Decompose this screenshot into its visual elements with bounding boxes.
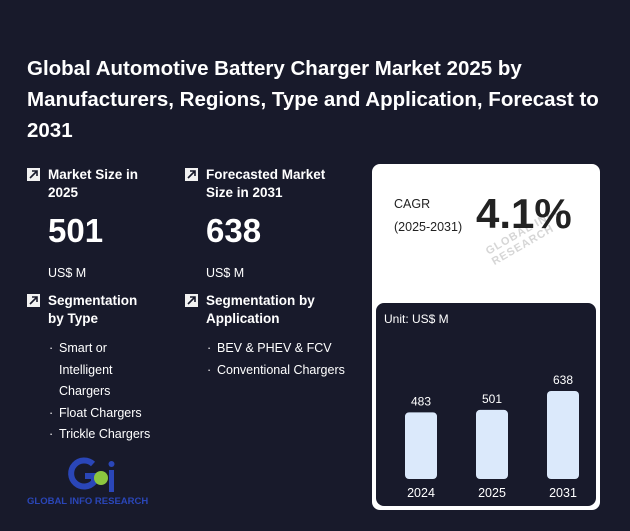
forecast-size-stat: Forecasted Market Size in 2031 638 US$ M — [185, 166, 355, 280]
segmentation-application-label: Segmentation by Application — [206, 293, 315, 326]
list-item: Float Chargers — [49, 403, 177, 425]
market-size-stat: Market Size in 2025 501 US$ M — [27, 166, 177, 280]
segmentation-type: Segmentation by Type Smart or Intelligen… — [27, 292, 177, 446]
arrow-icon — [185, 294, 198, 307]
logo-icon — [68, 457, 115, 492]
category-label: 2025 — [478, 486, 506, 500]
segmentation-application: Segmentation by Application BEV & PHEV &… — [185, 292, 365, 381]
page-title: Global Automotive Battery Charger Market… — [27, 57, 599, 142]
market-size-unit: US$ M — [48, 266, 87, 280]
cagr-value: 4.1% — [476, 190, 572, 237]
arrow-icon — [185, 168, 198, 181]
list-item: Conventional Chargers — [207, 360, 365, 382]
segmentation-type-label: Segmentation by Type — [48, 293, 138, 326]
bar-value-label: 638 — [553, 373, 573, 387]
category-label: 2024 — [407, 486, 435, 500]
cagr-label: CAGR (2025-2031) — [394, 193, 462, 239]
list-item: Smart or Intelligent Chargers — [49, 338, 129, 403]
bar-chart: Unit: US$ M 483 2024 501 2025 638 2031 — [376, 303, 596, 506]
list-item: Trickle Chargers — [49, 424, 177, 446]
chart-unit-label: Unit: US$ M — [384, 312, 449, 326]
logo: GLOBAL INFO RESEARCH — [27, 456, 157, 507]
chart-plot: 483 2024 501 2025 638 2031 — [405, 373, 579, 500]
logo-text: GLOBAL INFO RESEARCH — [27, 496, 149, 507]
forecast-size-unit: US$ M — [206, 266, 245, 280]
cagr-label-line2: (2025-2031) — [394, 220, 463, 234]
cagr-card: GLOBAL INFO RESEARCH CAGR (2025-2031) 4.… — [372, 164, 600, 510]
bar-2024 — [405, 412, 437, 479]
bar-value-label: 483 — [411, 394, 431, 408]
list-item: BEV & PHEV & FCV — [207, 338, 365, 360]
arrow-icon — [27, 168, 40, 181]
cagr-label-line1: CAGR — [394, 197, 431, 211]
bar-2031 — [547, 391, 579, 479]
market-size-value: 501 — [48, 212, 104, 249]
bar-2025 — [476, 409, 508, 479]
forecast-size-value: 638 — [206, 212, 262, 249]
category-label: 2031 — [549, 486, 577, 500]
bar-value-label: 501 — [482, 392, 502, 406]
arrow-icon — [27, 294, 40, 307]
forecast-size-label: Forecasted Market Size in 2031 — [206, 167, 326, 200]
market-size-label: Market Size in 2025 — [48, 167, 139, 200]
